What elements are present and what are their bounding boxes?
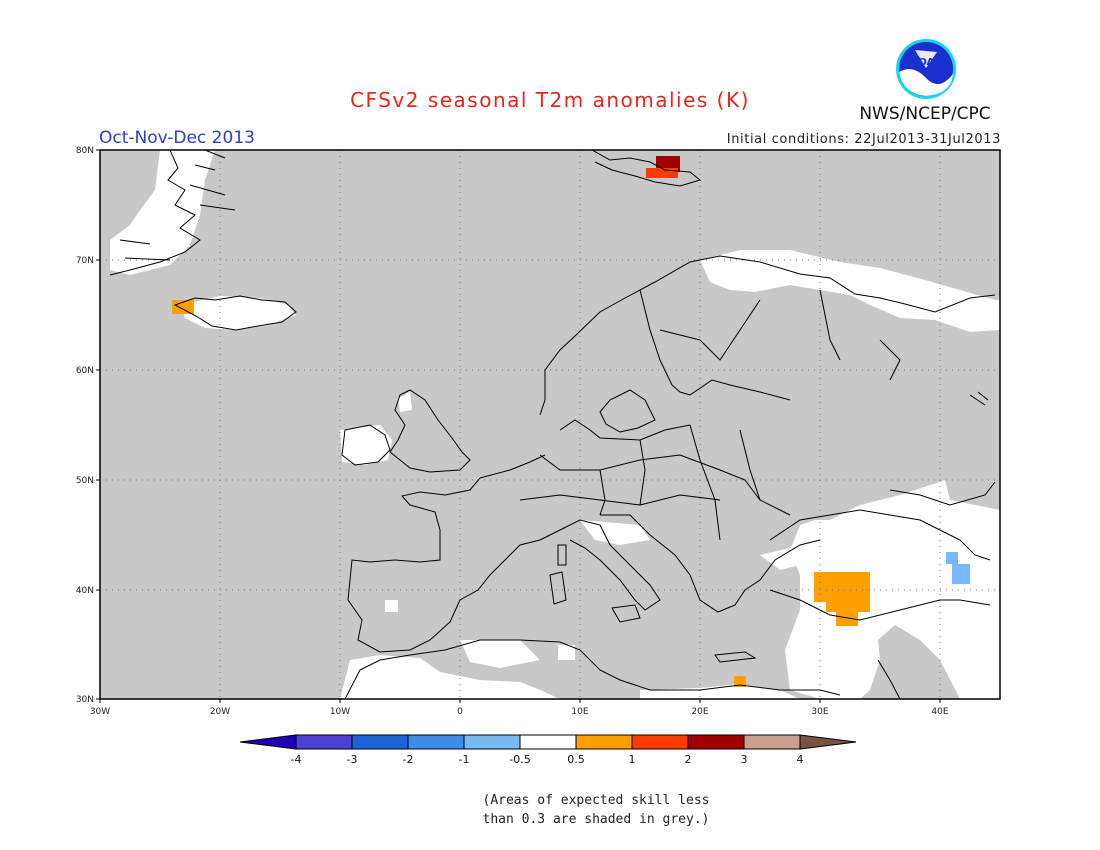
forecast-period: Oct-Nov-Dec 2013 xyxy=(99,128,255,148)
colorbar-arrow-low xyxy=(239,734,297,750)
map-title: CFSv2 seasonal T2m anomalies (K) xyxy=(350,88,750,112)
colorbar-box xyxy=(463,734,521,750)
lon-label: 20E xyxy=(691,707,708,717)
logo-text: NOAA xyxy=(910,57,942,68)
colorbar-label: 4 xyxy=(796,753,804,766)
lat-label: 80N xyxy=(76,146,94,156)
lat-label: 40N xyxy=(76,586,94,596)
colorbar-label: -1 xyxy=(458,753,470,766)
noaa-logo: NOAA xyxy=(896,39,956,99)
lat-label: 70N xyxy=(76,256,94,266)
colorbar-box xyxy=(631,734,689,750)
colorbar-label: -4 xyxy=(290,753,302,766)
colorbar-box xyxy=(351,734,409,750)
lon-label: 30W xyxy=(90,707,110,717)
colorbar-box xyxy=(295,734,353,750)
lat-label: 30N xyxy=(76,695,94,705)
colorbar-label: -0.5 xyxy=(509,753,531,766)
agency-label: NWS/NCEP/CPC xyxy=(859,104,991,124)
colorbar-arrow-high xyxy=(799,734,857,750)
colorbar-box xyxy=(407,734,465,750)
skill-note-line2: than 0.3 are shaded in grey.) xyxy=(482,812,710,827)
colorbar xyxy=(239,734,857,750)
skill-note-line1: (Areas of expected skill less xyxy=(482,793,710,808)
lon-label: 30E xyxy=(811,707,828,717)
colorbar-box xyxy=(575,734,633,750)
colorbar-label: -3 xyxy=(346,753,358,766)
colorbar-box xyxy=(743,734,801,750)
colorbar-label: 1 xyxy=(628,753,636,766)
axis-ticks xyxy=(96,149,941,703)
map-frame xyxy=(99,149,1001,700)
map-grid xyxy=(100,150,1000,699)
colorbar-box xyxy=(687,734,745,750)
colorbar-label: 3 xyxy=(740,753,748,766)
initial-conditions: Initial conditions: 22Jul2013-31Jul2013 xyxy=(726,132,1001,147)
lat-label: 50N xyxy=(76,476,94,486)
lon-label: 10E xyxy=(571,707,588,717)
colorbar-label: -2 xyxy=(402,753,414,766)
coastlines xyxy=(109,150,996,699)
lon-label: 20W xyxy=(210,707,230,717)
colorbar-box xyxy=(519,734,577,750)
colorbar-label: 2 xyxy=(684,753,692,766)
colorbar-label: 0.5 xyxy=(567,753,585,766)
lon-label: 0 xyxy=(457,707,463,717)
lon-label: 40E xyxy=(931,707,948,717)
lat-label: 60N xyxy=(76,366,94,376)
lon-label: 10W xyxy=(330,707,350,717)
